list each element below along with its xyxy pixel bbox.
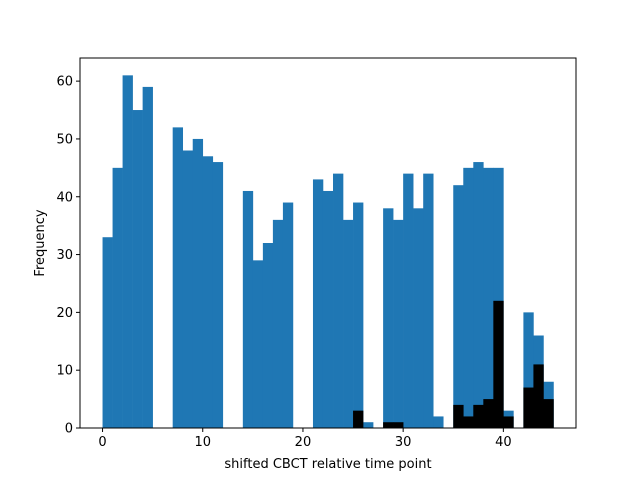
histogram-bar bbox=[212, 162, 224, 428]
histogram-bar bbox=[383, 208, 394, 428]
overlay-bar bbox=[383, 422, 394, 428]
histogram-bar bbox=[393, 219, 404, 428]
histogram-bar bbox=[493, 167, 504, 428]
histogram-bar bbox=[453, 185, 464, 428]
overlay-bar bbox=[453, 404, 464, 428]
x-tick-label: 40 bbox=[495, 435, 512, 450]
histogram-bar bbox=[483, 167, 494, 428]
x-tick-label: 30 bbox=[395, 435, 412, 450]
x-axis-label: shifted CBCT relative time point bbox=[224, 457, 431, 472]
histogram-bar bbox=[523, 312, 534, 428]
histogram-bar bbox=[433, 416, 444, 428]
overlay-bar bbox=[493, 300, 504, 428]
histogram-bar bbox=[333, 173, 344, 428]
histogram-bar bbox=[363, 422, 374, 428]
y-tick-label: 50 bbox=[56, 132, 73, 147]
histogram-bar bbox=[102, 237, 113, 428]
y-tick-label: 10 bbox=[56, 364, 73, 379]
histogram-bar bbox=[202, 156, 214, 428]
histogram-bar bbox=[132, 110, 143, 428]
overlay-bar bbox=[483, 399, 494, 428]
overlay-bar bbox=[533, 364, 544, 428]
y-axis: 0 10 20 30 40 50 60 bbox=[56, 75, 80, 437]
x-tick-label: 0 bbox=[98, 435, 106, 450]
y-tick-label: 30 bbox=[56, 248, 73, 263]
x-axis: 0 10 20 30 40 bbox=[98, 428, 512, 450]
histogram-bar bbox=[192, 138, 204, 428]
histogram-bar bbox=[282, 202, 294, 428]
y-tick-label: 40 bbox=[56, 190, 73, 205]
overlay-bar bbox=[503, 416, 514, 428]
x-tick-label: 20 bbox=[295, 435, 312, 450]
histogram-bar bbox=[343, 219, 354, 428]
histogram-bar bbox=[252, 260, 264, 428]
histogram-bar bbox=[172, 127, 184, 428]
histogram-bar bbox=[413, 208, 424, 428]
histogram-bar bbox=[122, 75, 133, 428]
y-tick-label: 20 bbox=[56, 306, 73, 321]
histogram-bar bbox=[242, 190, 254, 428]
bars-layer bbox=[102, 75, 554, 428]
y-tick-label: 60 bbox=[56, 75, 73, 90]
histogram-bar bbox=[403, 173, 414, 428]
histogram-bar bbox=[262, 243, 274, 428]
overlay-bar bbox=[393, 422, 404, 428]
plot-frame bbox=[79, 57, 577, 429]
histogram-bar bbox=[112, 167, 123, 428]
histogram-bar bbox=[142, 86, 153, 428]
histogram-bar bbox=[272, 219, 284, 428]
overlay-bar bbox=[353, 410, 364, 428]
overlay-bar bbox=[543, 399, 554, 428]
histogram-bar bbox=[322, 190, 334, 428]
x-tick-label: 10 bbox=[194, 435, 211, 450]
histogram-bar bbox=[423, 173, 434, 428]
y-tick-label: 0 bbox=[65, 422, 73, 437]
y-axis-label: Frequency bbox=[33, 209, 48, 276]
histogram-bar bbox=[463, 167, 474, 428]
histogram-bar bbox=[182, 150, 194, 428]
histogram-bar bbox=[353, 202, 364, 428]
histogram-bar bbox=[473, 162, 484, 428]
overlay-bar bbox=[463, 416, 474, 428]
overlay-bar bbox=[523, 387, 534, 428]
histogram-bar bbox=[312, 179, 324, 428]
overlay-bar bbox=[473, 404, 484, 428]
